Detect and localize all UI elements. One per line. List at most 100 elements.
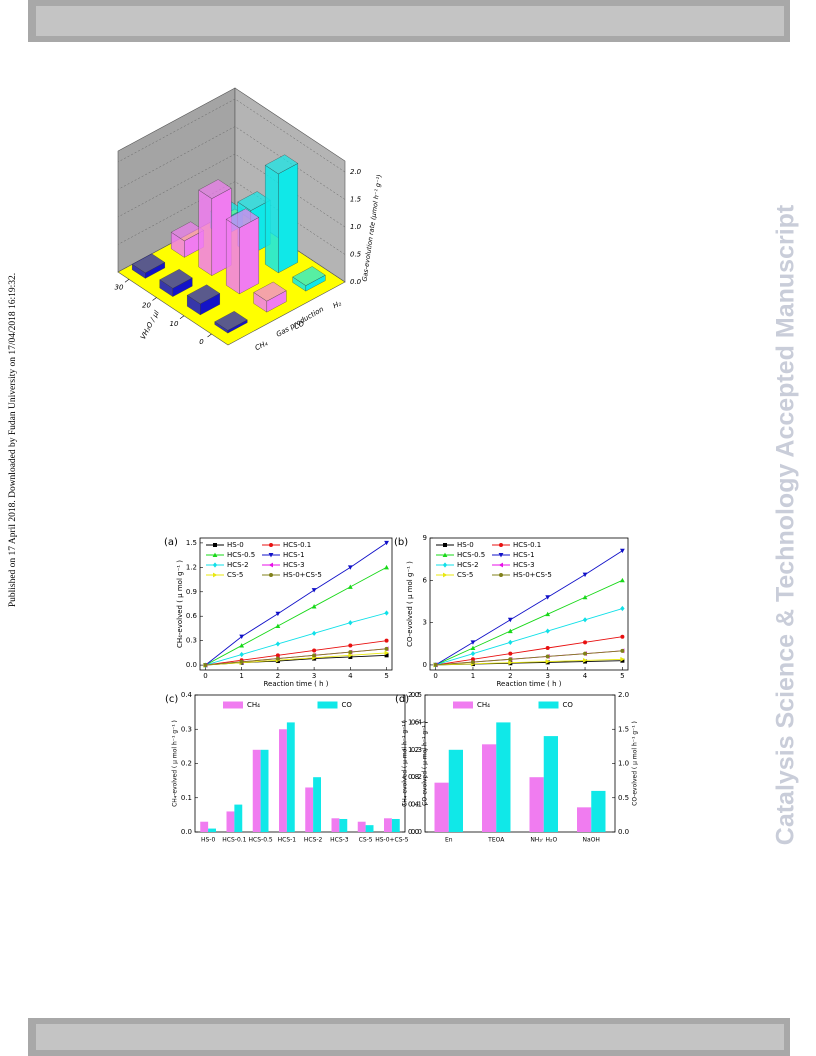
bar (482, 744, 497, 832)
bar (434, 782, 449, 832)
x-tick-label: HCS-0.5 (249, 837, 273, 844)
bar-side (265, 164, 279, 274)
bar (279, 729, 287, 832)
marker (619, 548, 625, 554)
y2-tick-label: 0.5 (618, 794, 629, 802)
legend-label: CO (563, 701, 574, 709)
marker (384, 540, 389, 546)
marker (312, 648, 317, 653)
marker (508, 657, 513, 662)
y-axis-title: CH₄-evolved ( μ mol h⁻¹ g⁻¹ ) (402, 720, 409, 807)
bar-side (198, 189, 212, 276)
marker (470, 645, 476, 650)
marker (442, 562, 448, 568)
bar (529, 777, 544, 832)
legend-swatch (223, 701, 243, 709)
x-axis-title: VH₂O / μl (139, 309, 161, 341)
y-tick-label: 6 (423, 576, 428, 584)
marker (348, 652, 353, 658)
legend-label: HCS-3 (513, 561, 535, 569)
marker (508, 651, 513, 656)
bar (260, 749, 269, 832)
x-axis-title: Reaction time ( h ) (263, 680, 328, 688)
legend-label: CH₄ (247, 701, 260, 709)
marker (498, 562, 503, 568)
marker (443, 543, 447, 547)
footer-inner (36, 1024, 784, 1050)
marker (311, 630, 317, 636)
bar-side (226, 218, 240, 295)
marker (275, 611, 281, 617)
watermark: Catalysis Science & Technology Accepted … (772, 204, 800, 845)
legend-label: HCS-0.5 (457, 551, 485, 559)
marker (545, 595, 551, 600)
y2-tick-label: 1.5 (618, 725, 629, 733)
plot-frame (199, 537, 393, 671)
marker (347, 565, 353, 570)
marker (582, 572, 588, 578)
legend-label: CO (342, 701, 353, 709)
x-tick-label: 3 (312, 672, 316, 680)
bar-top (264, 154, 299, 175)
bar (448, 749, 463, 832)
marker (583, 640, 588, 645)
bar-top (159, 269, 193, 289)
marker (545, 611, 551, 617)
y-tick-label: 0.4 (411, 718, 423, 726)
marker (348, 650, 353, 655)
marker (442, 552, 448, 557)
y-axis-title: CH₄-evolved ( μ mol g⁻¹ ) (176, 560, 184, 648)
marker (582, 594, 588, 600)
x-tick-label: HS-0 (201, 837, 215, 844)
bar (286, 722, 295, 832)
marker (545, 654, 550, 659)
category-label: CO (293, 319, 306, 331)
z-tick-label: 1.0 (350, 223, 362, 231)
marker (212, 552, 218, 557)
x-tick (179, 315, 185, 320)
bar-top (253, 281, 287, 302)
plot-frame (429, 537, 629, 671)
legend-label: HCS-1 (513, 551, 535, 559)
side-note: Published on 17 April 2018. Downloaded b… (8, 273, 18, 607)
series-line (435, 658, 623, 666)
y-tick-label: 3 (423, 619, 427, 627)
series-line (435, 636, 623, 666)
marker (384, 564, 389, 570)
x-tick-label: HCS-1 (278, 837, 297, 844)
x-tick-label: 10 (170, 320, 179, 328)
series-line (205, 542, 387, 666)
x-tick-label: NH₃· H₂O (530, 837, 557, 844)
x-tick-label: HS-0+CS-5 (375, 837, 408, 844)
bar-top (131, 253, 166, 274)
marker (433, 662, 438, 667)
x-tick-label: 0 (199, 338, 204, 346)
legend-label: CS-5 (457, 571, 473, 579)
marker (348, 643, 353, 648)
marker (620, 648, 625, 653)
x-tick-label: 20 (142, 302, 151, 310)
bar-front (239, 217, 259, 295)
grid-line (117, 98, 346, 173)
bar-top (186, 284, 221, 305)
legend-label: CS-5 (227, 571, 243, 579)
y-tick-label: 0.1 (411, 801, 422, 809)
marker (470, 640, 476, 645)
x-tick-label: HCS-0.1 (222, 837, 246, 844)
bar (591, 790, 606, 832)
marker (268, 562, 273, 568)
bar (313, 777, 321, 832)
marker (239, 651, 244, 658)
marker (507, 617, 513, 623)
bar (208, 828, 216, 832)
category-label: H₂ (332, 299, 343, 310)
legend-label: HCS-1 (283, 551, 305, 559)
bar-front (278, 163, 298, 274)
series-line (205, 652, 387, 666)
marker (312, 653, 317, 658)
marker (384, 610, 389, 616)
y2-tick-label: 1.6 (408, 718, 420, 726)
marker (508, 660, 513, 666)
marker (498, 553, 504, 558)
